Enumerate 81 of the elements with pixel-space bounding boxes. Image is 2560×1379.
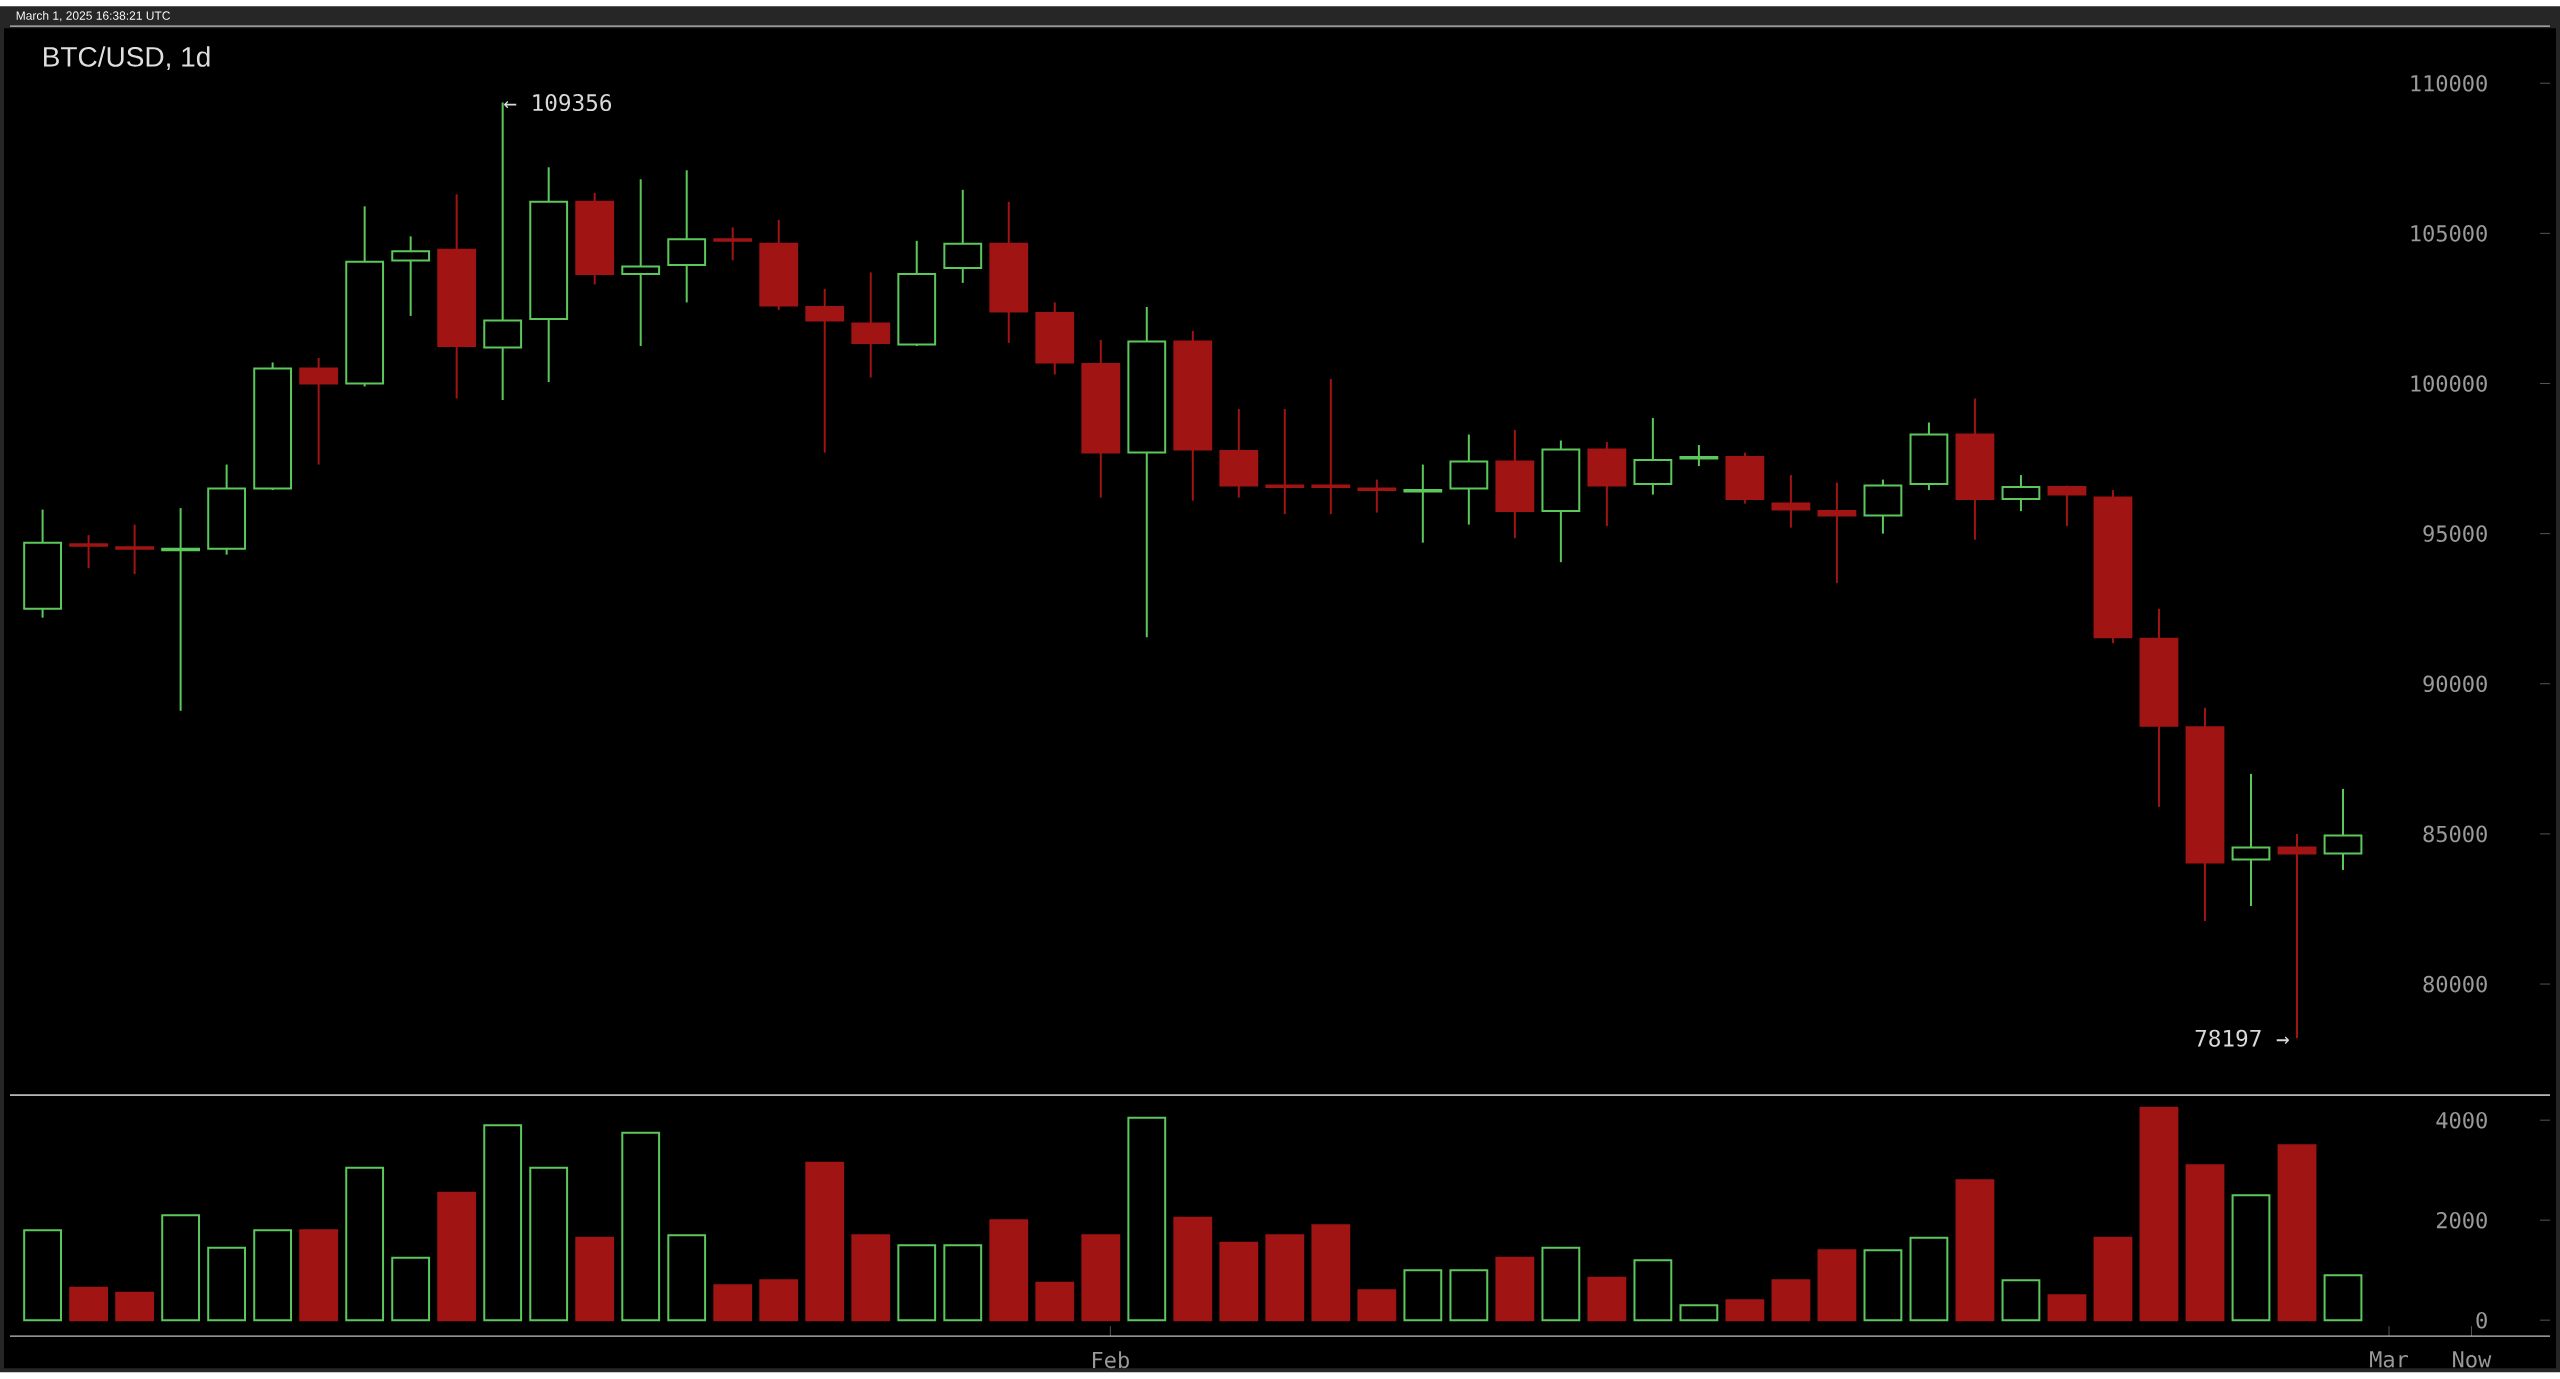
x-tick-label: Feb xyxy=(1093,1351,1129,1369)
bar xyxy=(575,1236,615,1322)
bar xyxy=(1771,1279,1811,1322)
bar xyxy=(1541,1246,1581,1322)
candlestick xyxy=(69,533,109,570)
candlestick xyxy=(713,226,753,262)
candlestick xyxy=(1679,443,1719,467)
y-tick-label: 4000 xyxy=(2436,1111,2487,1129)
bar xyxy=(1679,1304,1719,1322)
y-tick-label: 95000 xyxy=(2423,525,2487,542)
text: BTC/USD, 1d xyxy=(44,46,210,70)
bar xyxy=(1357,1289,1397,1322)
bar xyxy=(2277,1144,2317,1322)
bar xyxy=(1863,1249,1903,1322)
candlestick xyxy=(1771,473,1811,529)
bar xyxy=(115,1291,155,1322)
candlestick xyxy=(1817,481,1857,585)
y-tick-label: 110000 xyxy=(2411,74,2487,92)
bar xyxy=(253,1229,293,1322)
y-tick-label: 85000 xyxy=(2423,825,2487,843)
candlestick xyxy=(391,235,431,317)
y-tick-label: 0 xyxy=(2476,1311,2487,1329)
bar xyxy=(391,1256,431,1322)
bar xyxy=(851,1234,891,1322)
candlestick xyxy=(2231,772,2271,907)
candlestick xyxy=(805,287,845,454)
bar xyxy=(483,1124,523,1322)
bar xyxy=(1955,1179,1995,1322)
text: March 1, 2025 16:38:21 UTC xyxy=(16,10,170,22)
bar xyxy=(345,1166,385,1322)
candlestick xyxy=(621,178,661,347)
bar xyxy=(1817,1249,1857,1322)
bar xyxy=(1495,1256,1535,1322)
bar xyxy=(299,1229,339,1322)
candlestick xyxy=(115,523,155,576)
bar xyxy=(529,1166,569,1322)
bar xyxy=(161,1214,201,1322)
bar xyxy=(1265,1234,1305,1322)
bar xyxy=(1173,1216,1213,1322)
bar xyxy=(1403,1269,1443,1322)
bar xyxy=(2093,1236,2133,1322)
bar xyxy=(1909,1236,1949,1322)
bar xyxy=(989,1219,1029,1322)
bar xyxy=(23,1229,62,1322)
bar xyxy=(1311,1224,1351,1322)
bar xyxy=(1035,1281,1075,1322)
bar xyxy=(759,1279,799,1322)
candlestick xyxy=(483,101,523,401)
bar xyxy=(2001,1279,2041,1322)
y-tick-label: 100000 xyxy=(2411,375,2487,392)
bar xyxy=(1081,1234,1121,1322)
bar xyxy=(2185,1164,2225,1322)
bar xyxy=(437,1191,477,1322)
y-tick-label: 90000 xyxy=(2423,675,2487,692)
bar xyxy=(1587,1276,1627,1322)
bar xyxy=(1449,1269,1489,1322)
x-tick-label: Now xyxy=(2453,1351,2492,1368)
y-tick-label: 105000 xyxy=(2411,224,2487,242)
y-tick-label: 2000 xyxy=(2436,1211,2487,1229)
bar xyxy=(2047,1294,2087,1322)
bar xyxy=(69,1286,109,1322)
bar xyxy=(621,1131,661,1322)
bar xyxy=(1219,1241,1259,1322)
bar xyxy=(2323,1274,2363,1322)
y-tick-label: 80000 xyxy=(2423,975,2487,993)
bar xyxy=(1725,1299,1765,1322)
bar xyxy=(1127,1116,1167,1322)
bar xyxy=(2139,1106,2179,1322)
annotation: 78197 → xyxy=(2195,1029,2289,1047)
bar xyxy=(1633,1259,1673,1322)
bar xyxy=(897,1244,937,1322)
bar xyxy=(713,1284,753,1322)
bar xyxy=(2231,1194,2271,1322)
bar xyxy=(207,1246,247,1322)
candlestick xyxy=(299,356,339,466)
bar xyxy=(805,1161,845,1322)
bar xyxy=(943,1244,983,1322)
bar xyxy=(667,1234,707,1322)
annotation: ← 109356 xyxy=(504,93,612,111)
candlestick xyxy=(1403,463,1443,544)
x-tick-label: Mar xyxy=(2370,1351,2409,1368)
